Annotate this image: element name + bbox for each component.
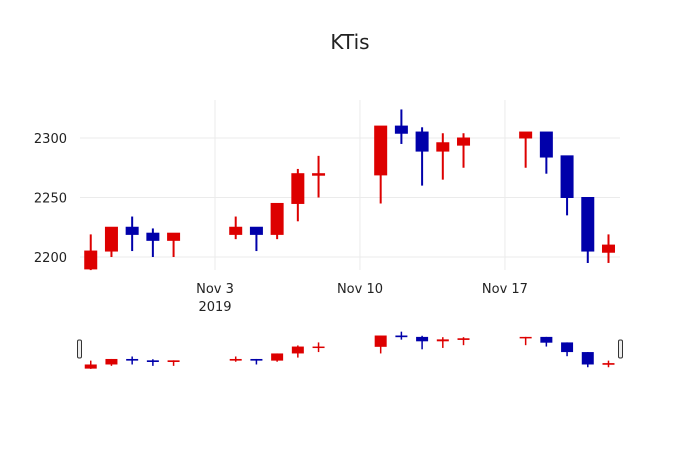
slider-candle [540,336,553,347]
slider-candle [250,358,263,365]
candle[interactable] [560,155,574,216]
slider-candle [581,352,594,368]
slider-candle [229,356,242,362]
x-tick-label: Nov 3 [196,282,234,297]
chart-title: KTis [330,30,370,54]
candle[interactable] [394,109,408,144]
candle[interactable] [104,226,118,257]
y-tick-label: 2200 [34,251,67,266]
candle[interactable] [415,127,429,186]
range-slider[interactable] [77,331,623,369]
candle[interactable] [312,155,326,198]
slider-candle [167,360,180,366]
slider-candle [271,353,284,362]
candle[interactable] [84,234,98,271]
candle[interactable] [146,228,160,257]
slider-candle [374,335,387,354]
candle[interactable] [229,216,243,240]
x-axis: Nov 3 2019 Nov 10 Nov 17 [196,282,528,315]
slider-candle [519,336,532,346]
slider-candle [105,358,118,366]
slider-candle [561,342,574,357]
candle[interactable] [581,197,595,263]
candle[interactable] [539,131,553,174]
candle[interactable] [436,133,450,180]
slider-candle [436,337,449,348]
candle[interactable] [270,202,284,240]
slider-candle [126,356,139,365]
range-slider-left-handle[interactable] [77,339,82,359]
y-tick-label: 2250 [34,192,67,207]
range-slider-right-handle[interactable] [618,339,623,359]
slider-candle [416,335,429,350]
candle[interactable] [601,234,615,263]
candle[interactable] [374,125,388,204]
candle[interactable] [167,232,181,257]
slider-candle [291,345,304,358]
slider-candle [146,359,159,366]
y-tick-label: 2300 [34,132,67,147]
x-tick-sublabel: 2019 [198,300,231,315]
candle[interactable] [291,168,305,222]
x-tick-label: Nov 10 [337,282,383,297]
candles[interactable] [84,109,615,271]
candle[interactable] [457,133,471,168]
slider-candle [395,331,408,340]
candle[interactable] [519,131,533,168]
candle[interactable] [249,226,263,252]
slider-candle [457,337,470,346]
slider-candle [312,342,325,353]
grid-lines [80,100,620,270]
x-tick-label: Nov 17 [482,282,528,297]
slider-candle [602,360,615,368]
candle[interactable] [125,216,139,252]
slider-candle [84,360,97,369]
y-axis: 2200 2250 2300 [34,132,67,266]
